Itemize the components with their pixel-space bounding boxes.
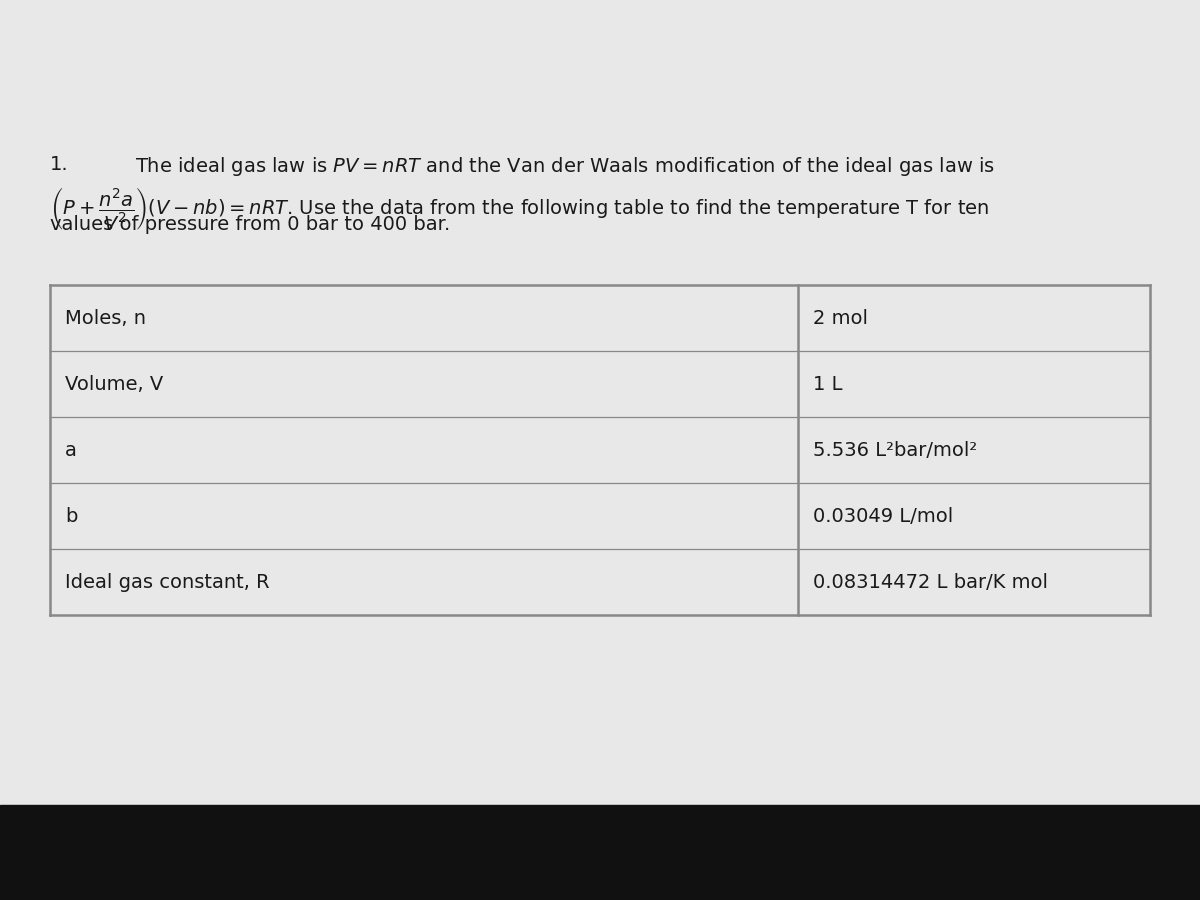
Text: a: a [65,440,77,460]
Text: values of pressure from 0 bar to 400 bar.: values of pressure from 0 bar to 400 bar… [50,215,450,234]
Text: 0.08314472 L bar/K mol: 0.08314472 L bar/K mol [814,572,1048,591]
Text: b: b [65,507,77,526]
Text: $\left(P + \dfrac{n^2a}{V^2}\right)(V - nb) = nRT$. Use the data from the follow: $\left(P + \dfrac{n^2a}{V^2}\right)(V - … [50,185,989,232]
Text: The ideal gas law is $PV = nRT$ and the Van der Waals modification of the ideal : The ideal gas law is $PV = nRT$ and the … [134,155,995,178]
Text: Ideal gas constant, R: Ideal gas constant, R [65,572,270,591]
Text: 0.03049 L/mol: 0.03049 L/mol [814,507,953,526]
Text: Moles, n: Moles, n [65,309,146,328]
Text: 2 mol: 2 mol [814,309,868,328]
Text: 1 L: 1 L [814,374,842,393]
Bar [0,805,1200,900]
Text: 1.: 1. [50,155,68,174]
Text: Volume, V: Volume, V [65,374,163,393]
Text: 5.536 L²bar/mol²: 5.536 L²bar/mol² [814,440,977,460]
